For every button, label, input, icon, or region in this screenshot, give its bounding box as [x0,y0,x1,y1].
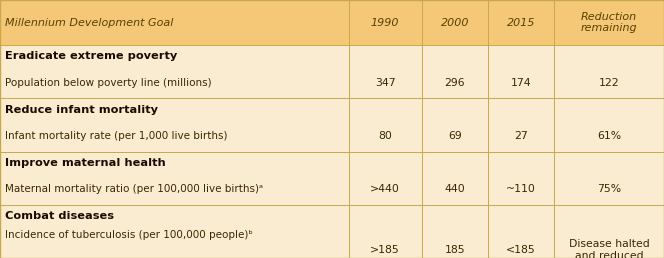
Text: 1990: 1990 [371,18,399,28]
Text: >440: >440 [371,184,400,194]
Text: Combat diseases: Combat diseases [5,211,114,221]
Text: Population below poverty line (millions): Population below poverty line (millions) [5,78,212,88]
Text: Infant mortality rate (per 1,000 live births): Infant mortality rate (per 1,000 live bi… [5,131,228,141]
Text: 27: 27 [515,131,528,141]
Text: Eradicate extreme poverty: Eradicate extreme poverty [5,51,177,61]
Text: 80: 80 [378,131,392,141]
Text: Maternal mortality ratio (per 100,000 live births)ᵃ: Maternal mortality ratio (per 100,000 li… [5,184,264,194]
Text: Disease halted
and reduced: Disease halted and reduced [568,239,649,258]
Text: 174: 174 [511,78,532,88]
Text: ~110: ~110 [507,184,536,194]
Text: Improve maternal health: Improve maternal health [5,158,166,168]
Text: 61%: 61% [597,131,621,141]
Text: 296: 296 [444,78,465,88]
FancyBboxPatch shape [0,0,664,45]
Text: <185: <185 [507,245,536,255]
Text: >185: >185 [371,245,400,255]
Text: 75%: 75% [597,184,621,194]
Text: Reduction
remaining: Reduction remaining [580,12,637,33]
Text: 440: 440 [444,184,465,194]
Text: Millennium Development Goal: Millennium Development Goal [5,18,174,28]
Text: 2000: 2000 [441,18,469,28]
Text: Reduce infant mortality: Reduce infant mortality [5,104,158,115]
Text: 122: 122 [598,78,620,88]
Text: 347: 347 [374,78,396,88]
Text: 2015: 2015 [507,18,535,28]
Text: 185: 185 [444,245,465,255]
Text: 69: 69 [448,131,461,141]
Text: Incidence of tuberculosis (per 100,000 people)ᵇ: Incidence of tuberculosis (per 100,000 p… [5,230,253,240]
